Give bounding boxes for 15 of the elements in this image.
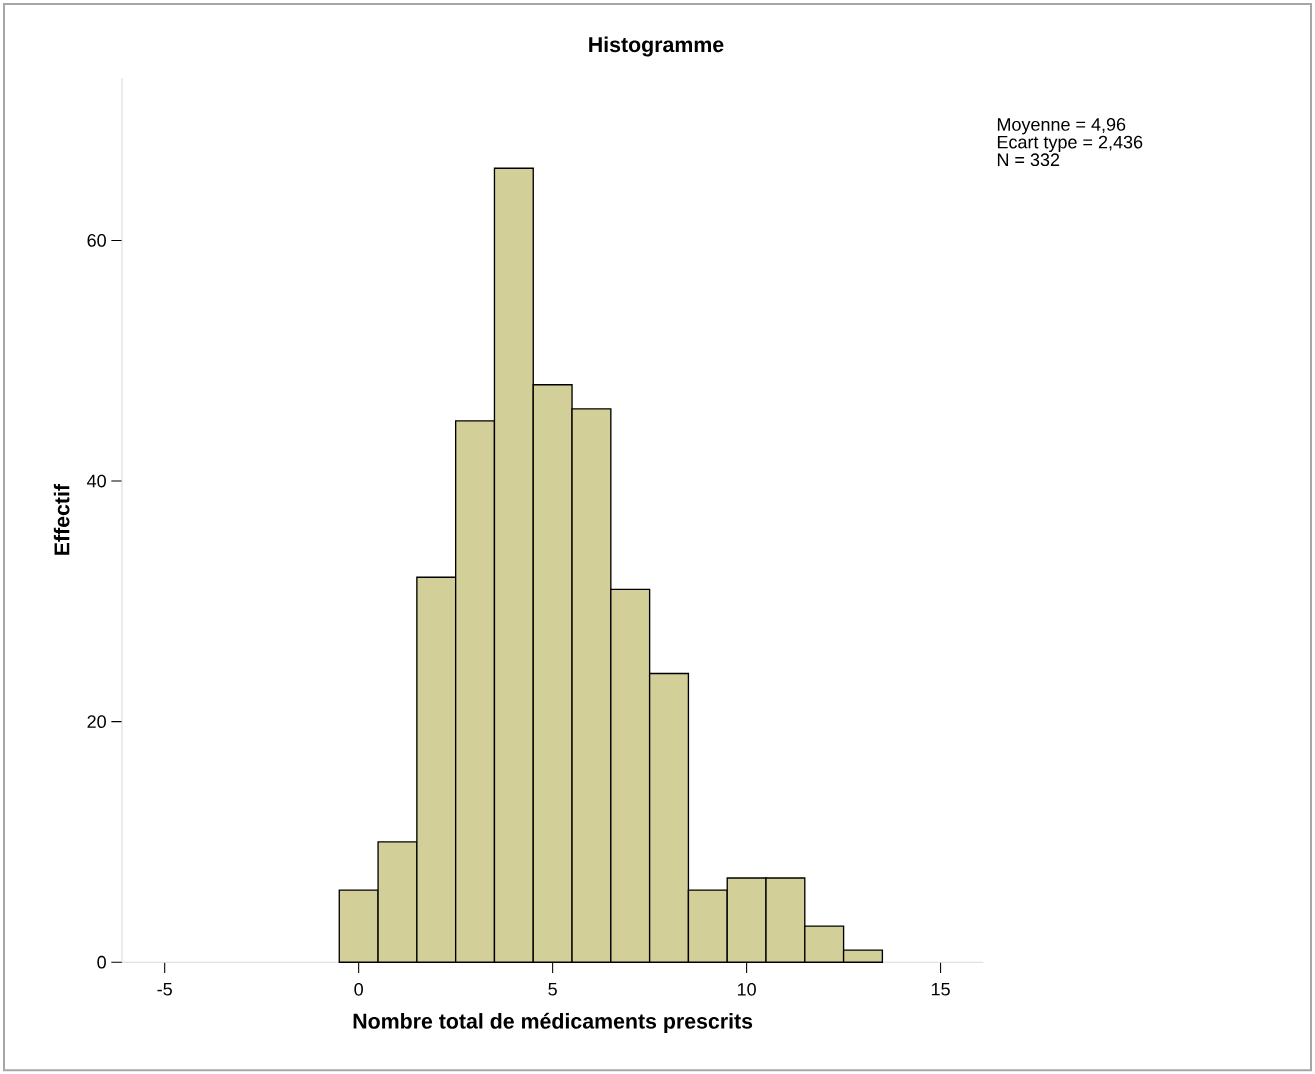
- chart-title: Histogramme: [589, 36, 724, 57]
- y-axis-title: Effectif: [53, 483, 70, 555]
- x-tick-label: 0: [354, 982, 363, 996]
- x-axis-title: Nombre total de médicaments prescrits: [353, 1012, 753, 1033]
- text: N = 332: [997, 153, 1060, 166]
- y-tick-label: 60: [87, 233, 106, 247]
- y-tick-label: 20: [87, 715, 106, 728]
- x-tick-label: 15: [931, 982, 950, 996]
- y-tick-label: 0: [97, 955, 106, 969]
- x-tick-label: -5: [157, 982, 172, 996]
- text: Moyenne = 4,96: [997, 117, 1126, 135]
- x-tick-label: 10: [737, 982, 756, 996]
- y-tick-label: 40: [87, 474, 106, 488]
- text: Ecart type = 2,436: [997, 135, 1143, 152]
- x-tick-label: 5: [548, 982, 557, 996]
